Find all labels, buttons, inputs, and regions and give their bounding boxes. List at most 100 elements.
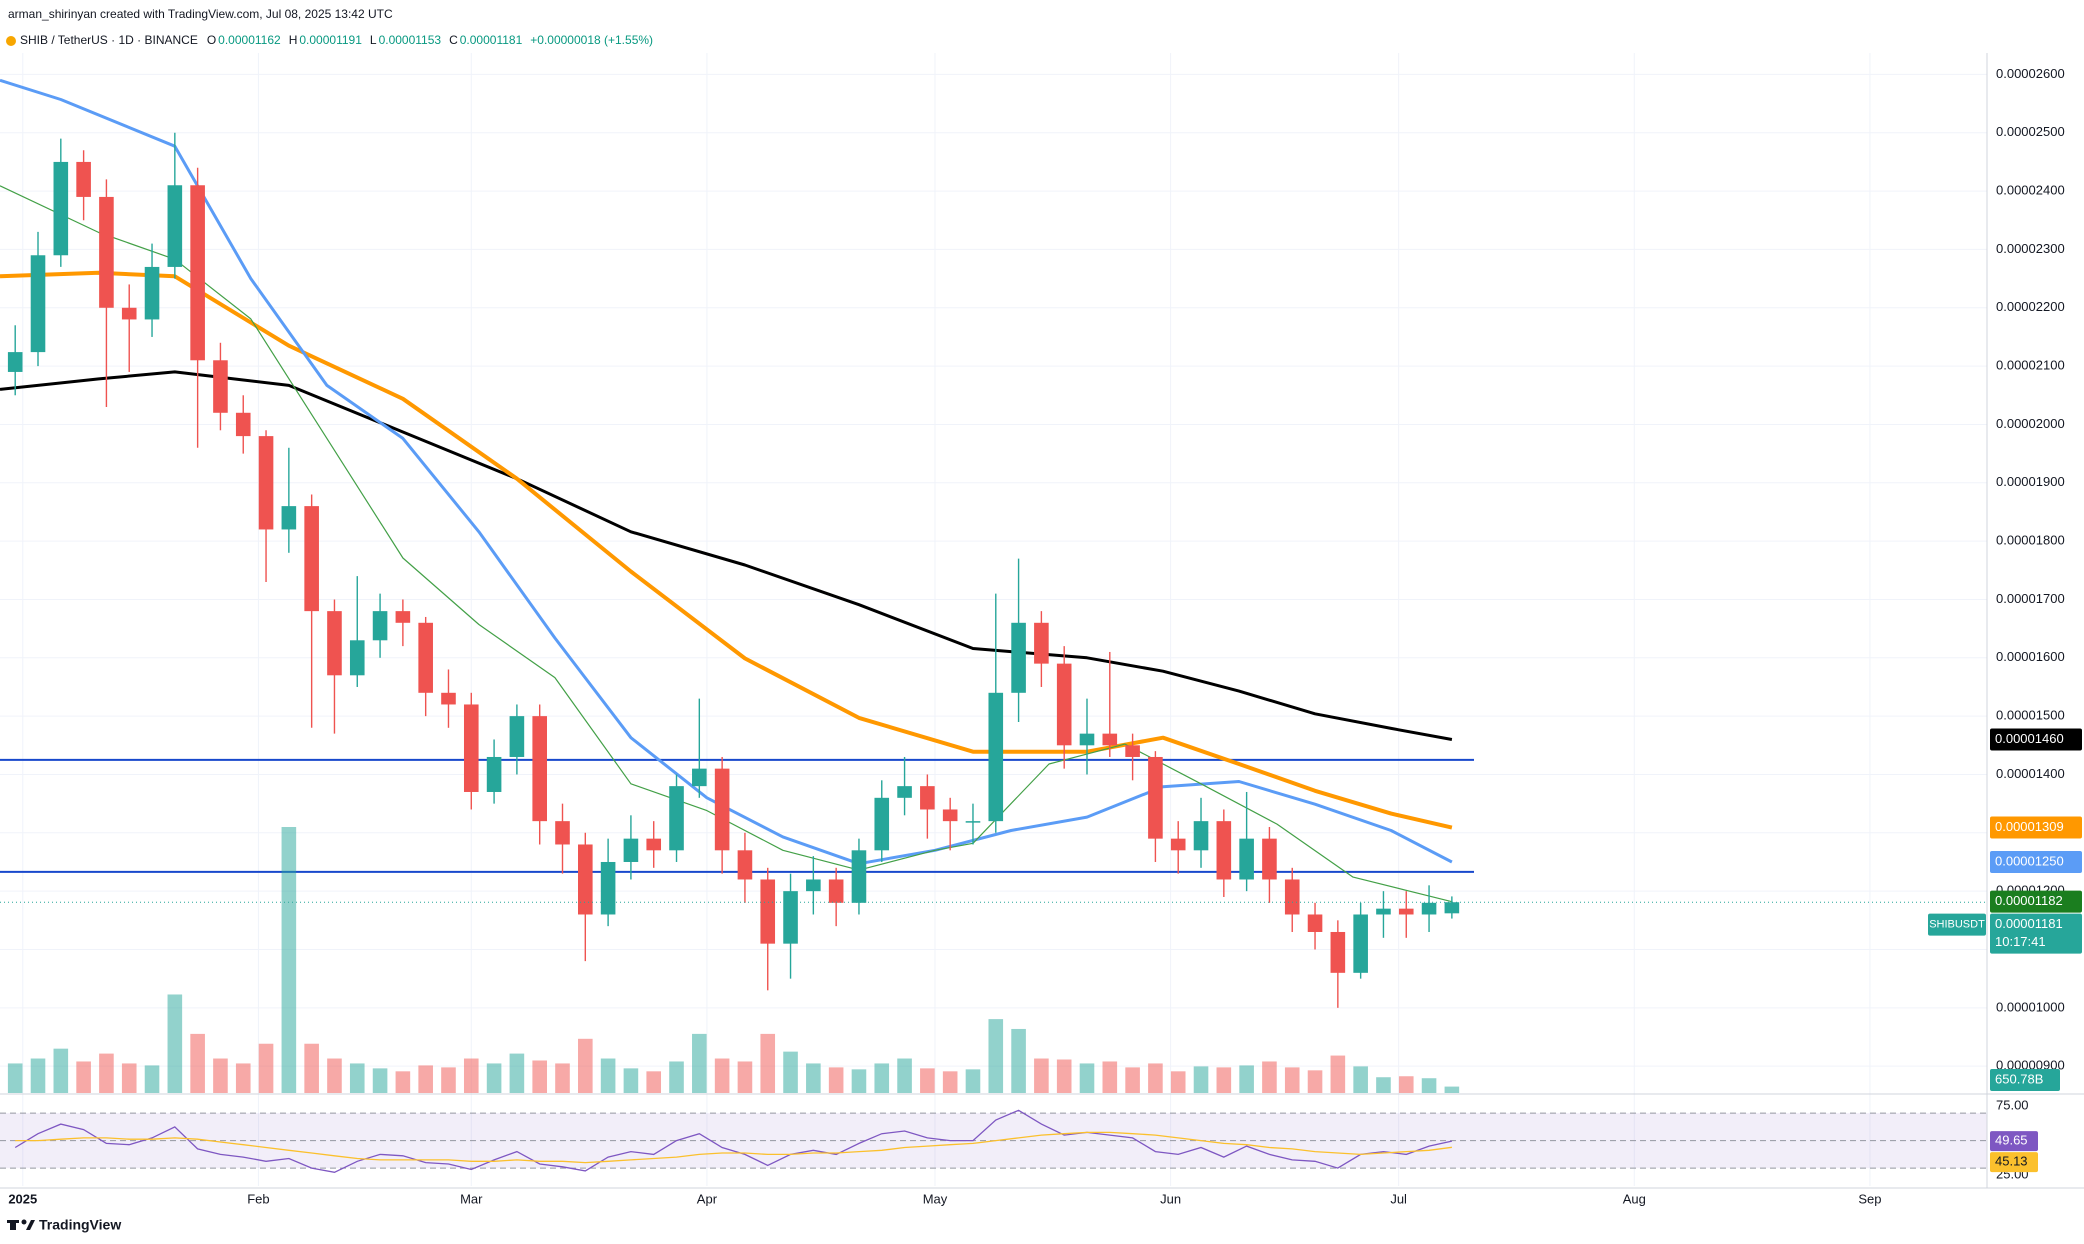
price-tag <box>1990 850 2082 873</box>
volume-bar <box>1216 1067 1232 1093</box>
change-value: +0.00000018 (+1.55%) <box>530 33 653 47</box>
tag-layer: 0.00001460 0.00001309 0.00001250 0.00001182… <box>1928 728 2082 1173</box>
candle-body <box>965 821 981 823</box>
volume-bar <box>1398 1076 1414 1093</box>
ohlc-value: 0.00001162 <box>218 33 281 47</box>
volume-bar <box>920 1068 935 1093</box>
y-tick-label: 0.00002200 <box>1996 299 2065 314</box>
candle-body <box>190 185 205 361</box>
volume-bar <box>1444 1086 1460 1093</box>
candle-body <box>121 307 137 320</box>
candle-body <box>874 797 890 851</box>
candle-body <box>897 786 912 798</box>
volume-bar <box>646 1071 662 1093</box>
volume-bar <box>1307 1070 1323 1093</box>
candle-body <box>1376 908 1391 915</box>
volume-bar <box>942 1071 958 1093</box>
volume-bar <box>509 1053 525 1093</box>
volume-bar <box>1079 1063 1095 1093</box>
x-tick-label: Mar <box>460 1191 483 1206</box>
price-tag-label: 0.00001250 <box>1995 853 2064 868</box>
candle-body <box>463 704 479 792</box>
candle-body <box>1125 745 1140 757</box>
candle-body <box>669 786 684 851</box>
candle-body <box>555 821 570 845</box>
volume-bar <box>99 1053 114 1093</box>
ohlc-value: 0.00001191 <box>299 33 362 47</box>
rsi-line <box>14 1109 1453 1173</box>
y-tick-label: 0.00002300 <box>1996 241 2065 256</box>
header: arman_shirinyan created with TradingView… <box>6 7 653 47</box>
candle-body <box>1193 821 1209 851</box>
volume-bar <box>1034 1058 1049 1093</box>
ohlc-key: O <box>207 33 216 47</box>
rsi-tag-label: 45.13 <box>1995 1154 2028 1169</box>
ohlc-value: 0.00001181 <box>460 33 523 47</box>
volume-bar <box>806 1063 821 1093</box>
moving-average-line <box>0 370 1453 741</box>
candle-body <box>783 891 798 944</box>
ohlc-key: H <box>289 33 298 47</box>
volume-bar <box>1056 1059 1072 1093</box>
volume-bar <box>851 1069 867 1093</box>
volume-bar <box>327 1058 342 1093</box>
volume-bar <box>167 994 183 1093</box>
volume-bar <box>714 1058 730 1093</box>
x-tick-label: Jul <box>1390 1191 1407 1206</box>
plot-layer <box>0 78 1987 1173</box>
candle-body <box>167 185 183 267</box>
volume-bar <box>372 1068 388 1093</box>
volume-bar <box>395 1071 411 1093</box>
y-tick-label: 0.00002500 <box>1996 124 2065 139</box>
y-tick-label: 0.00001600 <box>1996 649 2065 664</box>
volume-bar <box>988 1019 1004 1093</box>
candle-body <box>1421 902 1437 915</box>
volume-bar <box>486 1063 502 1093</box>
volume-bar <box>463 1058 479 1093</box>
volume-bar <box>190 1033 205 1093</box>
volume-bar <box>1353 1066 1368 1093</box>
candle-body <box>304 506 319 612</box>
x-tick-label: 2025 <box>8 1191 37 1206</box>
symbol-label: SHIB / TetherUS · 1D · BINANCE <box>20 33 198 47</box>
price-tag-label: 0.00001460 <box>1995 731 2064 746</box>
ohlc-key: C <box>449 33 458 47</box>
candle-body <box>942 809 958 822</box>
price-tag <box>1990 816 2082 839</box>
candle-body <box>920 786 935 810</box>
candle-body <box>30 255 46 353</box>
candle-body <box>235 412 251 437</box>
candle-body <box>828 879 844 903</box>
volume-bar <box>1193 1066 1209 1093</box>
candle-body <box>532 716 547 822</box>
volume-bar <box>783 1051 798 1093</box>
y-tick-label: 0.00001400 <box>1996 766 2065 781</box>
volume-bar <box>1170 1071 1186 1093</box>
footer: TradingView <box>7 1217 121 1233</box>
volume-bar <box>737 1061 753 1093</box>
y-tick-label: 0.00000900 <box>1996 1058 2065 1073</box>
candle-body <box>646 838 662 851</box>
price-tag <box>1990 890 2082 913</box>
volume-bar <box>418 1065 433 1093</box>
y-tick-label: 75.00 <box>1996 1098 2029 1113</box>
volume-bar <box>121 1063 137 1093</box>
volume-bar <box>1376 1077 1391 1093</box>
x-tick-label: May <box>923 1191 948 1206</box>
volume-bar <box>281 827 297 1093</box>
candle-body <box>851 850 867 903</box>
candle-body <box>1079 733 1095 746</box>
volume-bar <box>213 1058 228 1093</box>
candle-body <box>1262 838 1277 880</box>
volume-bar <box>1330 1055 1346 1093</box>
candle-body <box>99 196 114 308</box>
symbol-tag-label: SHIBUSDT <box>1929 919 1985 931</box>
candle-body <box>349 640 365 676</box>
rsi-tag <box>1990 1131 2038 1152</box>
candle-body <box>1170 838 1186 851</box>
volume-bar <box>555 1063 570 1093</box>
rsi-line <box>15 1131 1452 1164</box>
logo-mark <box>26 1220 35 1230</box>
